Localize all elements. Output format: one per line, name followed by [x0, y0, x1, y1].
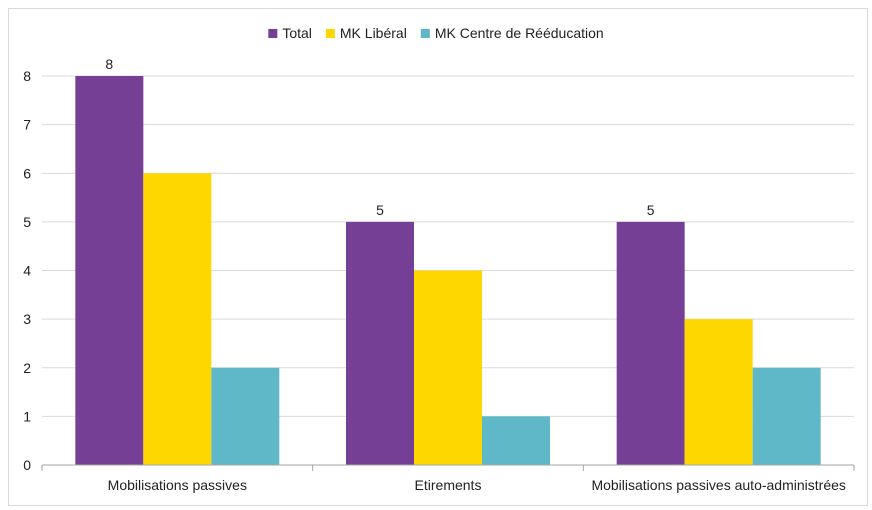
x-tick-label: Mobilisations passives [108, 477, 247, 493]
x-tick-label: Etirements [415, 477, 482, 493]
y-tick-label: 8 [23, 68, 31, 84]
legend-swatch [268, 29, 278, 38]
legend-label: MK Centre de Rééducation [435, 25, 604, 41]
y-tick-label: 6 [23, 165, 31, 181]
bars: 8 5 5 [75, 56, 821, 465]
legend-swatch [325, 29, 335, 38]
y-tick-label: 1 [23, 408, 31, 424]
y-tick-label: 2 [23, 360, 31, 376]
y-tick-label: 7 [23, 117, 31, 133]
x-tick-label: Mobilisations passives auto-administrées [591, 477, 845, 493]
y-tick-label: 3 [23, 311, 31, 327]
bar [143, 173, 212, 465]
bar [684, 319, 753, 465]
data-label: 5 [376, 202, 384, 218]
legend-swatch [420, 29, 430, 38]
y-tick-label: 5 [23, 214, 31, 230]
legend: Total MK Libéral MK Centre de Rééducation [268, 25, 604, 41]
bar [482, 416, 550, 465]
bar [414, 270, 482, 465]
bar [75, 76, 144, 465]
y-tick-label: 4 [23, 263, 31, 279]
legend-label: Total [282, 25, 312, 41]
legend-label: MK Libéral [340, 25, 407, 41]
y-tick-label: 0 [23, 457, 31, 473]
bar [346, 221, 414, 465]
bar [211, 367, 280, 465]
data-label: 8 [105, 56, 113, 72]
data-label: 5 [647, 202, 655, 218]
y-axis-ticks: 0 1 2 3 4 5 6 7 8 [23, 68, 31, 473]
bar [616, 221, 685, 465]
bar [752, 367, 821, 465]
x-axis: Mobilisations passives Etirements Mobilisa… [41, 464, 855, 493]
